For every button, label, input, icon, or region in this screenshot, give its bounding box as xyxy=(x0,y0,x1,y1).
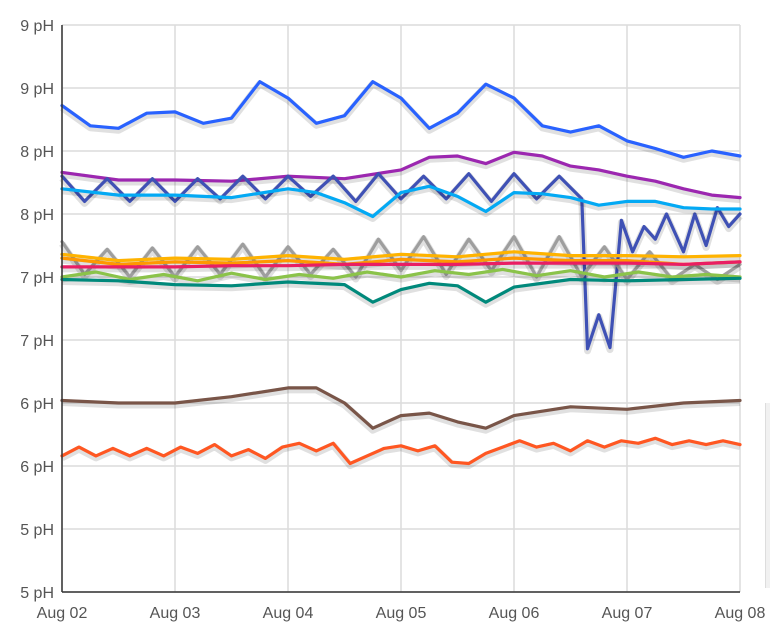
series-line-4 xyxy=(60,184,742,219)
y-tick-label: 9 pH xyxy=(20,18,54,35)
y-tick-label: 5 pH xyxy=(20,585,54,602)
x-tick-label: Aug 08 xyxy=(715,605,766,622)
y-tick-label: 8 pH xyxy=(20,207,54,224)
series-line-6 xyxy=(60,250,742,263)
series-shadow-11 xyxy=(61,386,741,434)
y-axis-labels: 9 pH 9 pH 8 pH 8 pH 7 pH 7 pH 6 pH 6 pH 5 pH 5 pH xyxy=(20,18,54,602)
series-line-8 xyxy=(60,260,742,269)
series-line-9 xyxy=(60,267,742,283)
series-line-12 xyxy=(60,436,742,466)
axes xyxy=(61,25,740,593)
y-tick-label: 6 pH xyxy=(20,396,54,413)
series-line-7 xyxy=(60,256,742,266)
series-shadow-2 xyxy=(61,150,741,204)
series-line-2 xyxy=(60,150,742,200)
x-tick-label: Aug 03 xyxy=(150,605,201,622)
y-tick-label: 6 pH xyxy=(20,459,54,476)
series-shadow-8 xyxy=(62,260,741,273)
series-line-11 xyxy=(60,386,742,430)
series-shadow-4 xyxy=(61,184,740,222)
series-shadow-12 xyxy=(60,436,741,469)
series-shadow-6 xyxy=(61,250,741,267)
series-group xyxy=(59,80,743,469)
y-tick-label: 9 pH xyxy=(20,81,54,98)
y-tick-label: 8 pH xyxy=(20,144,54,161)
series-line-1 xyxy=(60,80,742,159)
partial-side-panel xyxy=(765,403,770,588)
y-tick-label: 5 pH xyxy=(20,522,54,539)
x-tick-label: Aug 05 xyxy=(376,605,427,622)
x-tick-label: Aug 04 xyxy=(263,605,314,622)
series-shadow-9 xyxy=(61,267,741,287)
grid-lines xyxy=(61,24,741,593)
x-tick-label: Aug 02 xyxy=(37,605,88,622)
series-line-3 xyxy=(60,172,742,351)
series-shadow-10 xyxy=(61,276,741,308)
series-line-10 xyxy=(60,276,742,304)
x-axis-labels: Aug 02 Aug 03 Aug 04 Aug 05 Aug 06 Aug 07 Aug … xyxy=(37,605,766,622)
x-tick-label: Aug 07 xyxy=(602,605,653,622)
x-tick-label: Aug 06 xyxy=(489,605,540,622)
y-tick-label: 7 pH xyxy=(20,333,54,350)
y-tick-label: 7 pH xyxy=(20,270,54,287)
